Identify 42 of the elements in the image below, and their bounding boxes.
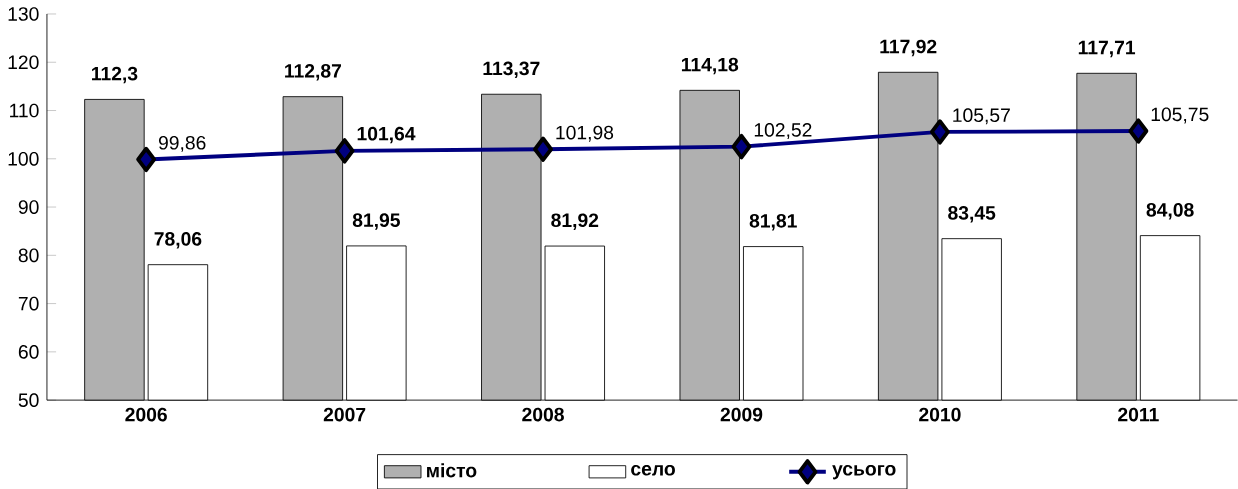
point bbox=[731, 133, 752, 160]
data-label: 105,57 bbox=[953, 108, 1010, 125]
y-tick-label: 50 bbox=[18, 393, 39, 407]
data-label: 81,95 bbox=[352, 213, 400, 230]
y-tick-label: 110 bbox=[10, 103, 39, 118]
point bbox=[533, 136, 554, 162]
x-tick-label: 2009 bbox=[720, 407, 763, 422]
data-label: 101,98 bbox=[556, 125, 614, 142]
data-label: 78,06 bbox=[154, 231, 202, 249]
data-label: 101,64 bbox=[357, 126, 416, 144]
y-tick-label: 100 bbox=[8, 151, 39, 166]
data-label: 81,81 bbox=[749, 213, 797, 231]
data-label: 81,92 bbox=[551, 213, 599, 230]
x-tick-label: 2007 bbox=[323, 407, 366, 422]
data-label: 84,08 bbox=[1146, 202, 1194, 220]
y-tick-label: 120 bbox=[8, 55, 39, 69]
y-tick-label: 80 bbox=[18, 248, 39, 262]
data-label: 114,18 bbox=[681, 57, 739, 74]
point bbox=[929, 119, 950, 145]
x-tick-label: 2008 bbox=[522, 407, 564, 422]
x-tick-label: 2011 bbox=[1118, 407, 1159, 422]
data-label: 83,45 bbox=[948, 205, 996, 223]
data-label: 113,37 bbox=[483, 61, 540, 78]
legend-label: село bbox=[631, 464, 675, 476]
data-label: 105,75 bbox=[1151, 107, 1209, 124]
data-label: 112,3 bbox=[92, 66, 138, 84]
legend-label: місто bbox=[427, 462, 477, 478]
y-tick-label: 90 bbox=[18, 200, 39, 214]
y-tick-label: 130 bbox=[8, 6, 39, 21]
data-label: 117,92 bbox=[880, 39, 937, 56]
point bbox=[136, 146, 157, 172]
data-label: 117,71 bbox=[1078, 40, 1136, 57]
y-tick-label: 60 bbox=[18, 344, 39, 359]
data-label: 112,87 bbox=[285, 63, 341, 81]
x-tick-label: 2006 bbox=[125, 407, 167, 422]
y-tick-label: 70 bbox=[18, 296, 39, 311]
x-tick-label: 2010 bbox=[919, 407, 961, 422]
data-label: 102,52 bbox=[754, 122, 812, 139]
data-label: 99,86 bbox=[158, 135, 206, 152]
point bbox=[334, 138, 355, 164]
point bbox=[1128, 118, 1149, 144]
legend-label: усього bbox=[832, 464, 896, 480]
